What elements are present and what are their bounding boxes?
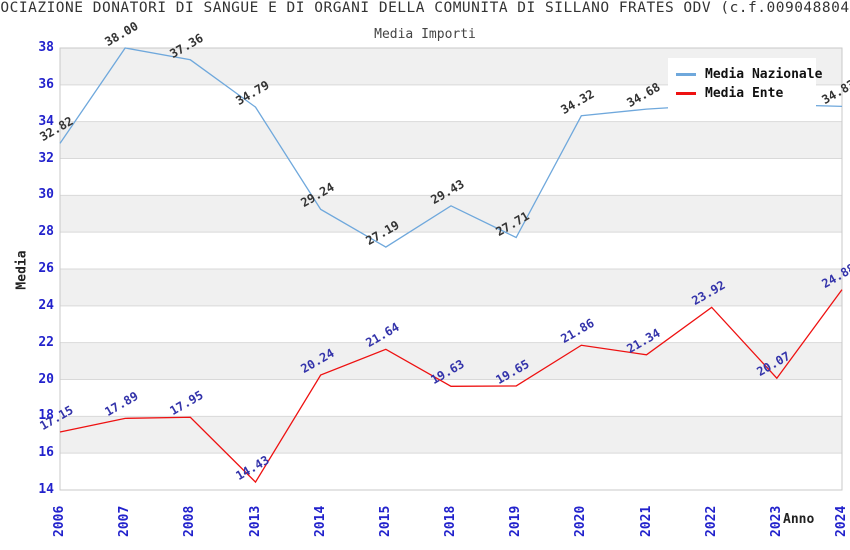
y-tick-label: 22: [38, 334, 54, 350]
background-band: [60, 416, 842, 454]
y-tick-label: 34: [38, 113, 54, 129]
y-tick-label: 38: [38, 40, 54, 55]
line-swatch-icon: [676, 73, 696, 76]
x-tick-label: 2006: [52, 505, 67, 537]
y-tick-label: 28: [38, 224, 54, 240]
y-tick-label: 18: [38, 408, 54, 424]
series-line-media-ente: [59, 289, 843, 484]
legend-item: Media Ente: [676, 86, 808, 101]
background-band: [60, 269, 842, 306]
chart-title-row: ASSOCIAZIONE DONATORI DI SANGUE E DI ORG…: [0, 0, 850, 20]
x-axis-title: Anno: [783, 512, 815, 527]
plot-border: [59, 47, 843, 491]
y-tick-label: 24: [38, 297, 54, 313]
x-tick-label: 2019: [508, 505, 524, 537]
x-tick-label: 2007: [117, 505, 133, 537]
legend-label: Media Ente: [705, 86, 784, 101]
legend-label: Media Nazionale: [705, 67, 823, 82]
x-tick-label: 2014: [312, 505, 328, 537]
x-tick-label: 2020: [573, 505, 589, 537]
y-axis-title: Media: [14, 250, 30, 290]
background-band: [60, 121, 842, 159]
legend-item: Media Nazionale: [676, 67, 822, 82]
y-tick-label: 14: [38, 482, 54, 497]
background-band: [60, 195, 842, 233]
background-band: [60, 342, 842, 380]
background-band: [60, 158, 842, 196]
x-tick-label: 2022: [703, 505, 719, 537]
x-tick-label: 2008: [182, 505, 198, 537]
chart-subtitle: Media Importi: [374, 27, 476, 42]
y-tick-label: 20: [38, 371, 54, 387]
line-swatch-icon: [676, 92, 696, 95]
x-tick-label: 2021: [638, 505, 654, 537]
background-band: [60, 305, 842, 343]
y-tick-label: 26: [38, 261, 54, 276]
legend: Media Nazionale Media Ente: [668, 58, 822, 110]
x-tick-label: 2015: [377, 505, 393, 537]
x-tick-label: 2018: [443, 505, 458, 537]
y-tick-label: 36: [38, 76, 54, 92]
background-band: [60, 232, 842, 269]
x-tick-label: 2013: [247, 505, 263, 537]
x-tick-label: 2024: [834, 505, 849, 537]
y-tick-label: 32: [38, 150, 54, 166]
background-band: [60, 453, 842, 490]
y-tick-label: 30: [38, 187, 54, 203]
y-tick-label: 16: [38, 445, 54, 461]
chart-title: ASSOCIAZIONE DONATORI DI SANGUE E DI ORG…: [0, 0, 850, 16]
